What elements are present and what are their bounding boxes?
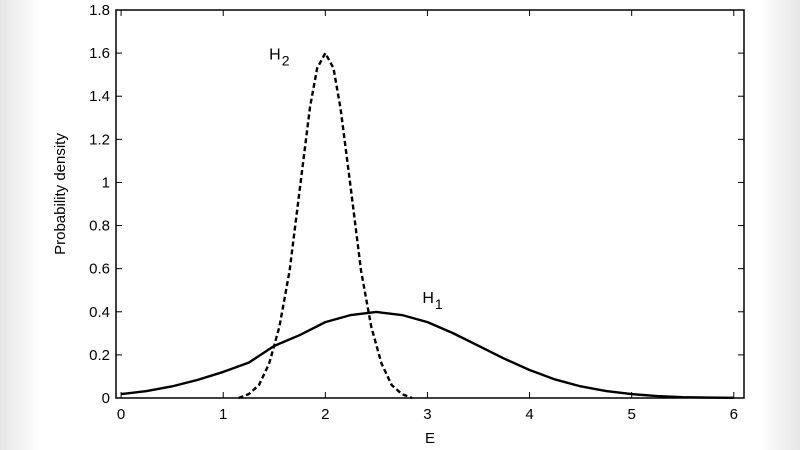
series-label-h2: H2 [269, 47, 290, 69]
x-tick-label: 0 [117, 406, 125, 423]
x-tick-label: 5 [628, 406, 636, 423]
x-tick-label: 1 [219, 406, 227, 423]
y-tick-label: 1.6 [89, 45, 110, 62]
y-axis-ticks: 0 0.2 0.4 0.6 0.8 1 1.2 1.4 1.6 1.8 [89, 2, 744, 407]
x-axis-ticks: 0 1 2 3 4 5 6 [117, 10, 738, 423]
plot-frame [115, 9, 745, 399]
y-tick-label: 0.4 [89, 304, 110, 321]
y-tick-label: 1 [102, 174, 110, 191]
x-axis-label: E [425, 430, 435, 447]
x-tick-label: 2 [321, 406, 329, 423]
series-labels: H1 H2 [269, 47, 443, 313]
y-tick-label: 0.8 [89, 218, 110, 235]
y-tick-label: 1.4 [89, 88, 110, 105]
right-background-fade [760, 0, 800, 450]
y-tick-label: 0.2 [89, 347, 110, 364]
y-tick-label: 1.2 [89, 131, 110, 148]
series-line-h2 [238, 51, 413, 400]
left-background-fade [0, 0, 40, 450]
series-line-h1 [120, 310, 734, 399]
series-label-h1: H1 [422, 290, 443, 312]
x-tick-label: 6 [730, 406, 738, 423]
y-tick-label: 0.6 [89, 261, 110, 278]
x-tick-label: 4 [525, 406, 533, 423]
x-tick-label: 3 [423, 406, 431, 423]
y-axis-label: Probability density [52, 133, 69, 255]
y-tick-label: 1.8 [89, 2, 110, 19]
series-group [120, 51, 734, 400]
y-tick-label: 0 [102, 390, 110, 407]
